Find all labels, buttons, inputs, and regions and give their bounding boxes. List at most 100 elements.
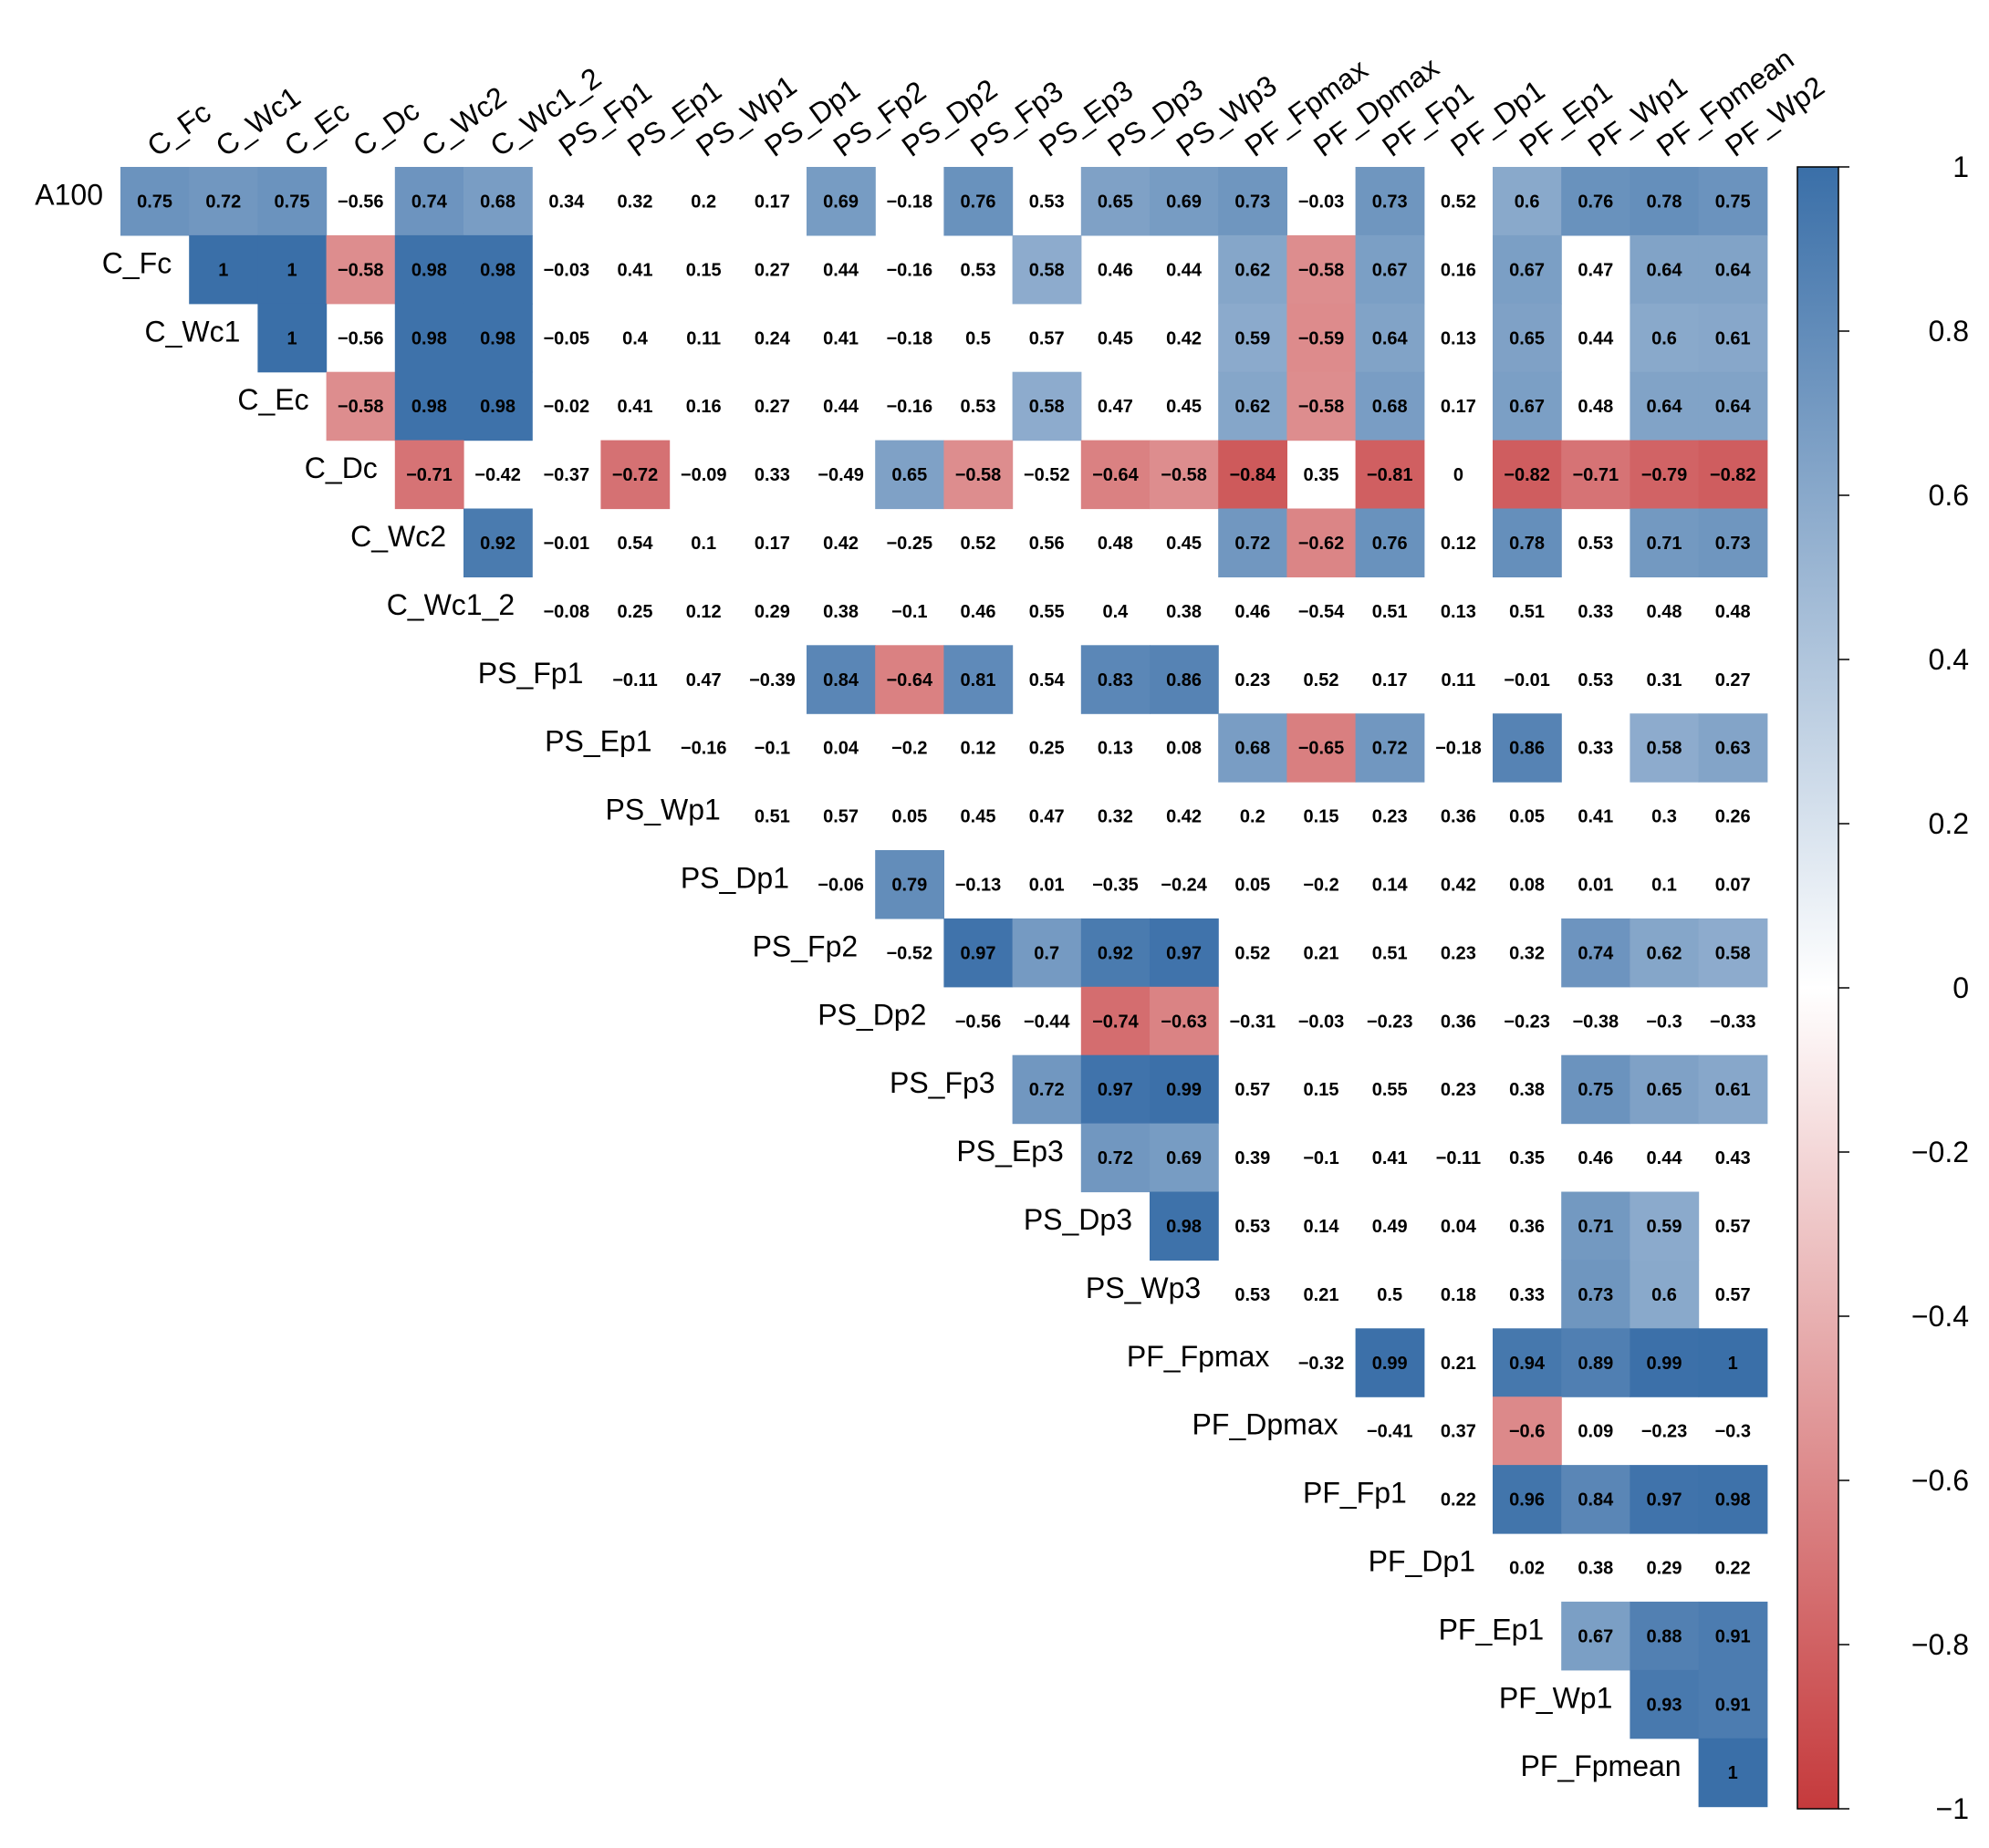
cell-value-label: −0.18 (886, 328, 932, 348)
heatmap-cell-C_Wc2-PF_Dpmax (1286, 508, 1357, 577)
heatmap-cell-C_Wc1-C_Ec (257, 303, 328, 373)
cell-value-label: 0.51 (1372, 602, 1408, 622)
cell-value-label: 0.67 (1578, 1626, 1613, 1646)
cell-value-label: 0.51 (1372, 943, 1408, 963)
column-label: C_Dc (347, 94, 425, 163)
heatmap-cell-C_Wc2-PF_Fp1 (1355, 508, 1425, 577)
cell-value-label: −0.03 (543, 260, 589, 280)
heatmap-cell-C_Wc1-PF_Ep1 (1493, 303, 1562, 373)
cell-value-label: 0.59 (1647, 1217, 1682, 1237)
heatmap-cell-C_Dc-PF_Fp1 (1355, 440, 1425, 510)
cell-value-label: 0.47 (1578, 260, 1613, 280)
cell-value-label: 0.74 (1578, 943, 1614, 963)
cell-value-label: −0.82 (1504, 465, 1550, 485)
heatmap-cell-PF_Wp1-PF_Fpmean (1630, 1669, 1700, 1739)
row-label: PS_Dp1 (681, 862, 789, 895)
heatmap-cell-PS_Ep1-PF_Dpmax (1286, 713, 1357, 783)
heatmap-cell-PS_Fp2-PS_Dp3 (1080, 918, 1151, 988)
row-label: C_Wc1_2 (387, 588, 515, 621)
cell-value-label: 0.07 (1715, 876, 1751, 896)
cell-value-label: 0.62 (1234, 260, 1270, 280)
heatmap-cell-A100-PF_Wp1 (1561, 167, 1630, 236)
cell-value-label: 0.58 (1647, 739, 1682, 759)
heatmap-cell-PS_Fp2-PF_Fpmean (1630, 918, 1700, 988)
cell-value-label: −0.1 (755, 739, 790, 759)
row-label: C_Wc1 (144, 315, 240, 348)
cell-value-label: 0.41 (618, 260, 653, 280)
row-label: PF_Ep1 (1439, 1613, 1545, 1646)
cell-value-label: −0.58 (955, 465, 1002, 485)
heatmap-cell-A100-PS_Fp2 (807, 167, 876, 236)
cell-value-label: 0.23 (1441, 1080, 1476, 1100)
cell-value-label: 0.67 (1509, 260, 1545, 280)
cell-value-label: 0.35 (1304, 465, 1339, 485)
cell-value-label: 0.15 (1304, 807, 1339, 827)
cell-value-label: 0.51 (755, 807, 790, 827)
cell-value-label: −0.03 (1298, 1012, 1345, 1032)
row-label: C_Wc2 (350, 520, 446, 553)
cell-value-label: 0.45 (1166, 534, 1202, 554)
cell-value-label: 0.13 (1441, 602, 1476, 622)
heatmap-cell-PS_Fp3-PF_Wp1 (1561, 1054, 1630, 1125)
heatmap-cell-A100-PF_Fpmax (1218, 167, 1287, 236)
cell-value-label: −0.1 (891, 602, 927, 622)
heatmap-cell-PS_Fp1-PS_Fp2 (807, 645, 876, 714)
cell-value-label: 0.65 (1509, 328, 1545, 348)
cell-value-label: 0.39 (1234, 1148, 1270, 1168)
row-label: PS_Dp3 (1024, 1203, 1132, 1236)
cell-value-label: 0.69 (1166, 192, 1202, 212)
cell-value-label: 0.53 (1578, 534, 1613, 554)
heatmap-cell-PF_Dpmax-PF_Ep1 (1493, 1396, 1562, 1466)
cell-value-label: 0.64 (1372, 328, 1409, 348)
cell-value-label: 0.52 (1234, 943, 1270, 963)
cell-value-label: 0.1 (691, 534, 716, 554)
heatmap-cell-C_Ec-C_Dc (326, 371, 396, 441)
cell-value-label: 0.15 (686, 260, 722, 280)
row-label: PS_Wp1 (606, 794, 721, 826)
cell-value-label: −0.24 (1161, 876, 1207, 896)
cell-value-label: 0.04 (1441, 1217, 1477, 1237)
cell-value-label: 0.76 (1578, 192, 1613, 212)
cell-value-label: 0.29 (755, 602, 790, 622)
heatmap-cell-PF_Fpmax-PF_Wp2 (1698, 1328, 1768, 1397)
row-label: C_Ec (237, 383, 308, 416)
cell-value-label: −0.65 (1298, 739, 1345, 759)
cell-value-label: 0.42 (1166, 807, 1202, 827)
cell-value-label: −0.58 (1161, 465, 1207, 485)
heatmap-cell-PS_Fp2-PF_Wp2 (1698, 918, 1768, 988)
cell-value-label: −0.2 (1303, 876, 1338, 896)
cell-value-label: 0.57 (1234, 1080, 1270, 1100)
cell-value-label: 0.31 (1647, 670, 1682, 690)
heatmap-cell-C_Wc1-PF_Fp1 (1355, 303, 1425, 373)
cell-value-label: 0.75 (1578, 1080, 1613, 1100)
cell-value-label: 0.36 (1441, 1012, 1476, 1032)
heatmap-cell-C_Wc1-C_Wc1_2 (463, 303, 533, 373)
cell-value-label: 1 (286, 328, 297, 348)
cell-value-label: −0.49 (817, 465, 864, 485)
cell-value-label: 0.23 (1234, 670, 1270, 690)
cell-value-label: 0.52 (1304, 670, 1339, 690)
cell-value-label: −0.56 (955, 1012, 1002, 1032)
cell-value-label: 0.45 (1166, 397, 1202, 417)
cell-value-label: 0.98 (480, 328, 515, 348)
cell-value-label: 0.64 (1647, 397, 1683, 417)
cell-value-label: 0.4 (1102, 602, 1129, 622)
cell-value-label: 0.14 (1372, 876, 1409, 896)
cell-value-label: 0.38 (1509, 1080, 1545, 1100)
column-labels: C_FcC_Wc1C_EcC_DcC_Wc2C_Wc1_2PS_Fp1PS_Ep… (141, 42, 1830, 163)
heatmap-cell-C_Dc-PS_Wp3 (1150, 440, 1219, 510)
cell-value-label: 1 (1728, 1354, 1738, 1374)
cell-value-label: 0.1 (1651, 876, 1677, 896)
cell-value-label: 0.45 (961, 807, 996, 827)
legend-tick-label: 0.6 (1929, 479, 1969, 512)
cell-value-label: 0.71 (1647, 534, 1682, 554)
heatmap-cell-C_Fc-PS_Ep3 (1012, 234, 1082, 305)
heatmap-cell-C_Dc-C_Wc2 (394, 440, 464, 510)
cell-value-label: −0.16 (681, 739, 727, 759)
cell-value-label: 0.12 (686, 602, 722, 622)
cell-value-label: 0.49 (1372, 1217, 1408, 1237)
cell-value-label: −0.56 (338, 328, 384, 348)
cell-value-label: −0.62 (1298, 534, 1345, 554)
legend-tick-label: 1 (1953, 151, 1969, 183)
cell-value-label: −0.11 (612, 670, 658, 690)
